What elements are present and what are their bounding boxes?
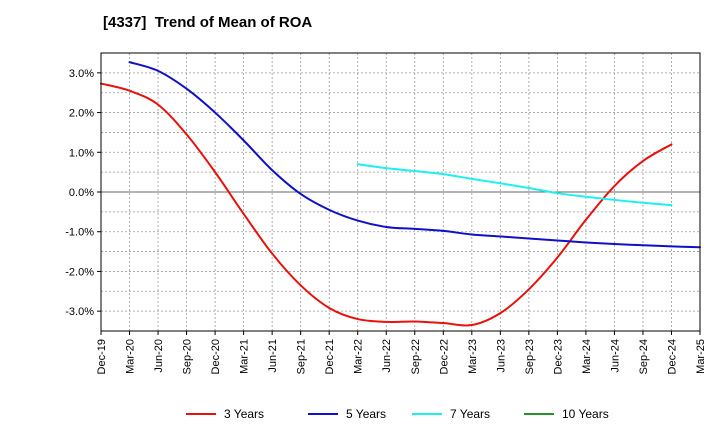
series-line-7-years — [356, 163, 673, 207]
x-tick-label: Dec-20 — [210, 339, 222, 374]
x-tick-label: Sep-22 — [410, 339, 422, 374]
x-tick-label: Sep-23 — [524, 339, 536, 374]
x-tick-label: Jun-23 — [495, 339, 507, 373]
x-tick-label: Jun-21 — [267, 339, 279, 373]
x-tick-label: Jun-24 — [609, 339, 621, 373]
x-tick-label: Dec-24 — [666, 339, 678, 374]
x-tick-label: Mar-23 — [467, 339, 479, 374]
y-tick-label: 3.0% — [69, 68, 94, 80]
y-axis-ticks: 3.0% 2.0% 1.0% 0.0% -1.0% -2.0% -3.0% — [65, 68, 101, 318]
x-tick-label: Dec-19 — [96, 339, 108, 374]
y-tick-label: -1.0% — [65, 227, 94, 239]
x-tick-label: Sep-24 — [638, 339, 650, 374]
x-tick-label: Mar-25 — [695, 339, 707, 374]
series-line-3-years — [100, 82, 673, 327]
y-tick-label: 2.0% — [69, 108, 94, 120]
series-lines — [100, 61, 701, 327]
chart-title: [4337] Trend of Mean of ROA — [103, 14, 313, 31]
y-tick-label: -2.0% — [65, 266, 94, 278]
x-tick-label: Sep-20 — [182, 339, 194, 374]
x-tick-label: Jun-20 — [153, 339, 165, 373]
x-tick-label: Jun-22 — [381, 339, 393, 373]
y-tick-label: 0.0% — [69, 187, 94, 199]
x-tick-label: Mar-20 — [125, 339, 137, 374]
x-tick-label: Dec-22 — [438, 339, 450, 374]
x-tick-label: Sep-21 — [296, 339, 308, 374]
legend-label-7-years: 7 Years — [450, 407, 490, 421]
x-tick-label: Dec-21 — [324, 339, 336, 374]
y-tick-label: -3.0% — [65, 306, 94, 318]
series-line-5-years — [128, 61, 701, 249]
x-tick-label: Dec-23 — [552, 339, 564, 374]
legend-label-10-years: 10 Years — [562, 407, 609, 421]
x-tick-label: Mar-24 — [581, 339, 593, 374]
legend-label-5-years: 5 Years — [346, 407, 386, 421]
x-tick-label: Mar-22 — [353, 339, 365, 374]
y-tick-label: 1.0% — [69, 147, 94, 159]
legend-label-3-years: 3 Years — [224, 407, 264, 421]
x-tick-label: Mar-21 — [239, 339, 251, 374]
legend: 3 Years 5 Years 7 Years 10 Years — [186, 407, 609, 421]
x-axis-ticks: Dec-19 Mar-20 Jun-20 Sep-20 Dec-20 Mar-21 Jun-… — [96, 331, 707, 374]
